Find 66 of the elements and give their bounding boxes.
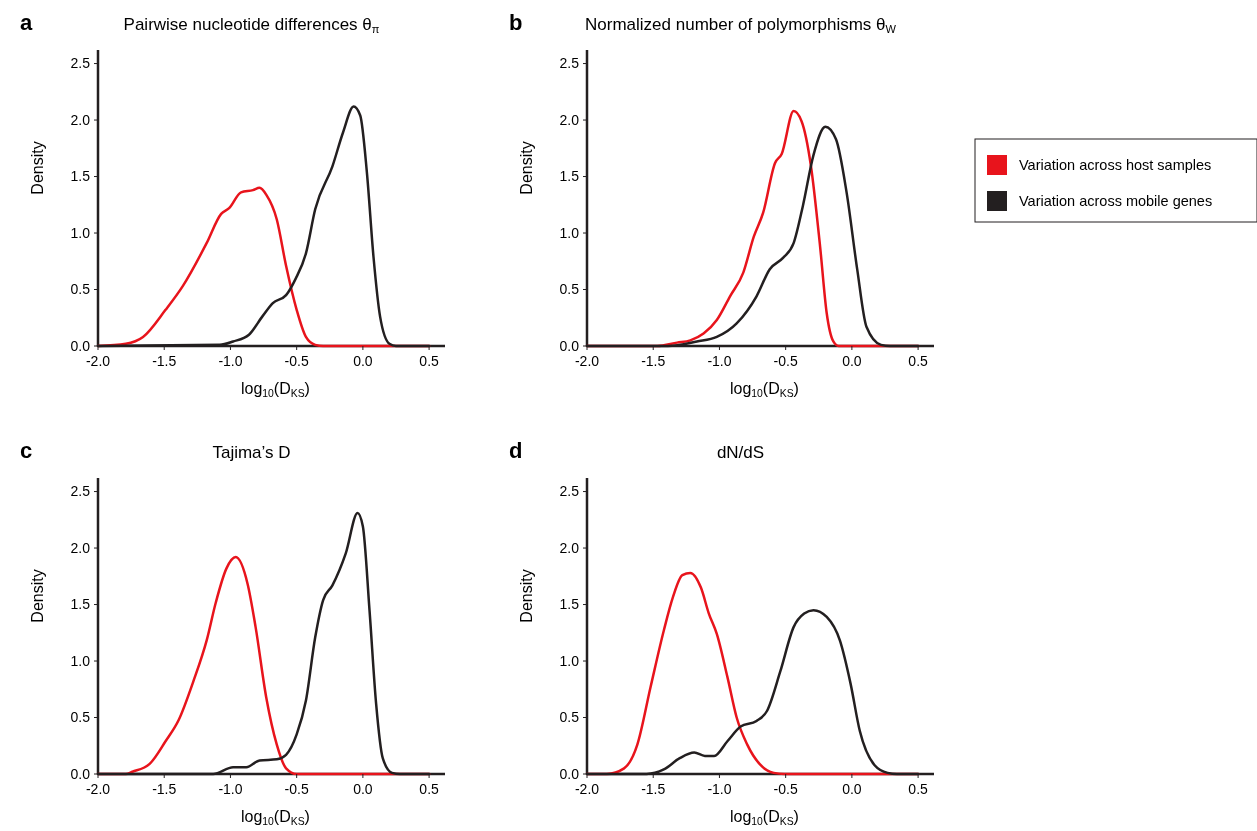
y-tick-label: 0.5 (70, 281, 91, 298)
x-tick-label: -2.0 (574, 353, 600, 369)
x-tick-label: 0.5 (419, 781, 440, 797)
x-tick-label: -1.5 (152, 781, 177, 797)
y-tick-label: 1.5 (70, 168, 91, 185)
x-tick-label: -1.0 (707, 781, 732, 797)
x-tick-label: 0.0 (353, 781, 373, 797)
y-tick-label: 0.0 (559, 765, 580, 782)
x-tick-label: -0.5 (284, 781, 309, 797)
x-axis-title: log$_{10}$(D$_{KS}$) (240, 808, 310, 827)
x-tick-label: -2.0 (85, 353, 111, 369)
y-tick-label: 1.5 (559, 168, 580, 185)
x-tick-label: -2.0 (85, 781, 111, 797)
x-tick-label: -0.5 (773, 781, 798, 797)
x-axis-title: log$_{10}$(D$_{KS}$) (240, 380, 310, 399)
y-tick-label: 2.5 (70, 483, 91, 500)
y-tick-label: 1.0 (70, 224, 91, 241)
x-tick-label: 0.5 (908, 353, 929, 369)
x-tick-label: -0.5 (773, 353, 798, 369)
y-tick-label: 1.5 (70, 596, 91, 613)
y-tick-label: 0.5 (559, 281, 580, 298)
chart-title: Normalized number of polymorphisms θ$_{W}$ (585, 15, 897, 36)
y-axis-title: Density (29, 141, 46, 195)
x-axis-title: log$_{10}$(D$_{KS}$) (729, 380, 799, 399)
y-tick-label: 1.0 (70, 652, 91, 669)
x-tick-label: -1.0 (218, 353, 243, 369)
x-tick-label: -1.5 (641, 353, 666, 369)
y-tick-label: 0.0 (559, 337, 580, 354)
x-tick-label: 0.5 (908, 781, 929, 797)
y-tick-label: 2.0 (70, 539, 91, 556)
y-tick-label: 0.5 (70, 709, 91, 726)
x-tick-label: 0.5 (419, 353, 440, 369)
x-tick-label: -1.5 (641, 781, 666, 797)
y-tick-label: 2.5 (70, 55, 91, 72)
y-tick-label: 0.0 (70, 337, 91, 354)
x-tick-label: -1.0 (707, 353, 732, 369)
y-tick-label: 0.0 (70, 765, 91, 782)
y-axis-title: Density (518, 569, 535, 623)
x-axis-title: log$_{10}$(D$_{KS}$) (729, 808, 799, 827)
chart-title: Tajima’s D (212, 443, 291, 462)
x-tick-label: -1.0 (218, 781, 243, 797)
text: d (509, 438, 523, 463)
y-tick-label: 1.0 (559, 224, 580, 241)
x-tick-label: 0.0 (842, 353, 862, 369)
y-tick-label: 1.5 (559, 596, 580, 613)
y-tick-label: 2.0 (70, 111, 91, 128)
text: a (20, 10, 33, 35)
y-tick-label: 1.0 (559, 652, 580, 669)
chart-title: dN/dS (716, 443, 765, 462)
legend-label: Variation across host samples (1019, 157, 1212, 173)
text: b (509, 10, 523, 35)
x-tick-label: 0.0 (353, 353, 373, 369)
y-axis-title: Density (518, 141, 535, 195)
y-tick-label: 2.0 (559, 111, 580, 128)
legend-label: Variation across mobile genes (1019, 193, 1213, 209)
y-tick-label: 0.5 (559, 709, 580, 726)
x-tick-label: -1.5 (152, 353, 177, 369)
y-tick-label: 2.5 (559, 483, 580, 500)
chart-title: Pairwise nucleotide differences θ$_{π}$ (123, 15, 380, 36)
x-tick-label: 0.0 (842, 781, 862, 797)
x-tick-label: -0.5 (284, 353, 309, 369)
y-axis-title: Density (29, 569, 46, 623)
y-tick-label: 2.5 (559, 55, 580, 72)
y-tick-label: 2.0 (559, 539, 580, 556)
text: c (20, 438, 33, 463)
x-tick-label: -2.0 (574, 781, 600, 797)
